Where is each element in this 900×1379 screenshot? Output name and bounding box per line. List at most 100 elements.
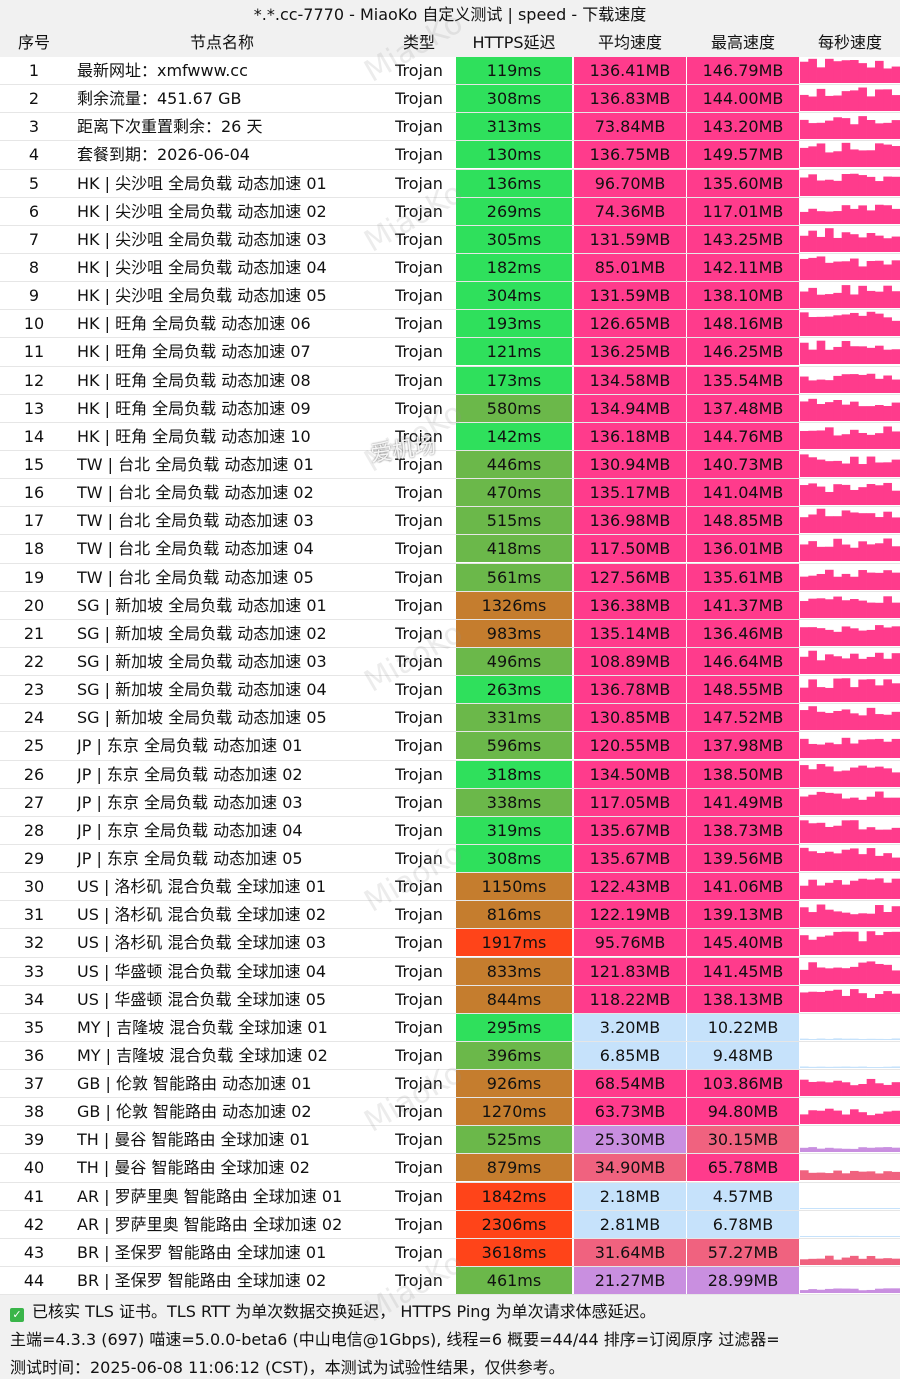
sparkline-bar xyxy=(825,1108,834,1125)
sparkline-bar xyxy=(808,317,817,337)
row-max-speed: 65.78MB xyxy=(687,1154,799,1182)
sparkline-bar xyxy=(883,483,892,506)
sparkline-bar xyxy=(816,573,826,590)
sparkline-bar xyxy=(875,1113,884,1125)
row-per-second-sparkline xyxy=(800,507,900,534)
sparkline-bar xyxy=(858,374,867,393)
row-per-second-sparkline xyxy=(800,395,900,422)
row-node-name: MY | 吉隆坡 混合负载 全球加速 01 xyxy=(77,1017,328,1037)
sparkline-bar xyxy=(816,430,826,449)
sparkline-bar xyxy=(883,853,892,871)
row-index: 15 xyxy=(23,454,45,474)
sparkline-bar xyxy=(850,880,859,900)
row-avg-speed: 122.43MB xyxy=(574,873,686,901)
row-type: Trojan xyxy=(395,201,443,221)
sparkline-bar xyxy=(858,174,867,196)
sparkline-bar xyxy=(858,630,867,646)
sparkline-bar xyxy=(883,123,892,140)
sparkline-bar xyxy=(825,688,834,703)
row-latency: 396ms xyxy=(456,1041,572,1069)
row-node-name: HK | 尖沙咀 全局负载 动态加速 01 xyxy=(77,173,327,193)
sparkline-bar xyxy=(858,237,867,252)
sparkline-bar xyxy=(891,95,900,112)
row-index: 10 xyxy=(23,314,45,334)
sparkline-bar xyxy=(833,744,842,759)
sparkline-bar xyxy=(850,576,859,590)
row-index: 24 xyxy=(23,708,45,728)
sparkline-bar xyxy=(891,683,900,703)
sparkline-bar xyxy=(866,513,876,534)
footer: ✓ 已核实 TLS 证书。TLS RTT 为单次数据交换延迟， HTTPS Pin… xyxy=(0,1295,900,1379)
sparkline-bar xyxy=(858,1207,867,1209)
sparkline-bar xyxy=(833,484,842,506)
table-row: 23 SG | 新加坡 全局负载 动态加速 04 Trojan 263ms 136.78… xyxy=(0,676,900,705)
sparkline-bar xyxy=(883,1258,892,1265)
sparkline-bar xyxy=(866,232,876,252)
sparkline-bar xyxy=(800,969,809,984)
sparkline-bar xyxy=(841,232,851,252)
row-avg-speed: 74.36MB xyxy=(574,197,686,225)
sparkline-bar xyxy=(875,1288,884,1294)
sparkline-bar xyxy=(850,294,859,309)
sparkline-bar xyxy=(841,118,851,140)
sparkline-bar xyxy=(875,485,884,506)
table-row: 42 AR | 罗萨里奥 智能路由 全球加速 02 Trojan 2306ms 2.81… xyxy=(0,1210,900,1239)
sparkline-bar xyxy=(800,935,809,956)
sparkline-bar xyxy=(875,123,884,140)
row-index: 22 xyxy=(23,651,45,671)
row-latency: 305ms xyxy=(456,225,572,253)
sparkline-bar xyxy=(808,1235,817,1237)
sparkline-bar xyxy=(875,739,884,759)
row-per-second-sparkline xyxy=(800,564,900,591)
sparkline-bar xyxy=(850,1066,859,1068)
row-latency: 1917ms xyxy=(456,929,572,957)
sparkline-bar xyxy=(816,210,826,224)
row-latency: 983ms xyxy=(456,619,572,647)
row-max-speed: 94.80MB xyxy=(687,1098,799,1126)
sparkline-bar xyxy=(858,829,867,843)
sparkline-bar xyxy=(883,511,892,534)
row-index: 12 xyxy=(23,370,45,390)
sparkline-bar xyxy=(883,714,892,731)
sparkline-bar xyxy=(883,238,892,252)
row-latency: 1150ms xyxy=(456,873,572,901)
row-type: Trojan xyxy=(395,820,443,840)
sparkline-bar xyxy=(800,517,809,534)
sparkline-bar xyxy=(858,316,867,337)
sparkline-bar xyxy=(866,629,876,646)
sparkline-bar xyxy=(891,1038,900,1040)
row-type: Trojan xyxy=(395,483,443,503)
row-latency: 2306ms xyxy=(456,1210,572,1238)
row-node-name: 距离下次重置剩余：26 天 xyxy=(77,117,263,137)
sparkline-bar xyxy=(825,492,834,506)
sparkline-bar xyxy=(891,66,900,83)
sparkline-bar xyxy=(891,120,900,140)
sparkline-bar xyxy=(816,627,826,646)
row-per-second-sparkline xyxy=(800,479,900,506)
sparkline-bar xyxy=(816,991,826,1012)
sparkline-bar xyxy=(891,402,900,421)
sparkline-bar xyxy=(850,1038,859,1040)
sparkline-bar xyxy=(808,768,817,787)
sparkline-bar xyxy=(875,378,884,393)
table-row: 1 最新网址：xmfwww.cc Trojan 119ms 136.41MB 146.79… xyxy=(0,57,900,86)
sparkline-bar xyxy=(866,373,876,393)
row-node-name: JP | 东京 全局负载 动态加速 05 xyxy=(77,848,303,868)
sparkline-bar xyxy=(875,652,884,674)
row-node-name: TW | 台北 全局负载 动态加速 01 xyxy=(77,454,314,474)
sparkline-bar xyxy=(808,961,817,984)
sparkline-bar xyxy=(875,905,884,928)
sparkline-bar xyxy=(850,932,859,956)
row-per-second-sparkline xyxy=(800,1126,900,1153)
table-row: 9 HK | 尖沙咀 全局负载 动态加速 05 Trojan 304ms 131.59M… xyxy=(0,282,900,311)
sparkline-bar xyxy=(858,600,867,618)
sparkline-bar xyxy=(891,1110,900,1125)
row-latency: 130ms xyxy=(456,141,572,169)
sparkline-bar xyxy=(891,146,900,168)
sparkline-bar xyxy=(850,687,859,703)
row-node-name: HK | 旺角 全局负载 动态加速 08 xyxy=(77,370,311,390)
sparkline-bar xyxy=(883,679,892,703)
sparkline-bar xyxy=(808,257,817,280)
table-row: 22 SG | 新加坡 全局负载 动态加速 03 Trojan 496ms 108.89… xyxy=(0,647,900,677)
row-max-speed: 135.61MB xyxy=(687,563,799,591)
